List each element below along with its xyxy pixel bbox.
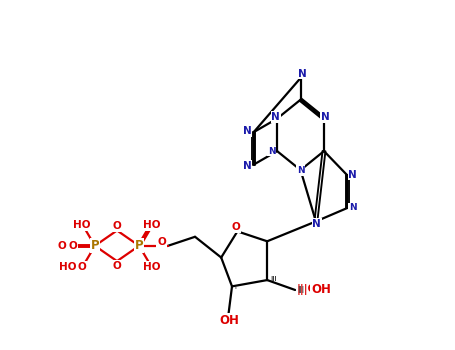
Text: O: O (157, 237, 166, 247)
Text: OH: OH (219, 314, 239, 327)
Text: O: O (69, 241, 78, 251)
Text: O: O (58, 241, 66, 251)
Text: |||OH: |||OH (297, 284, 326, 295)
Text: N: N (243, 161, 251, 170)
Text: N: N (298, 69, 307, 78)
Text: N: N (349, 169, 357, 180)
Text: N: N (349, 203, 357, 212)
Text: N: N (313, 219, 321, 229)
Text: N: N (297, 166, 304, 175)
Text: P: P (135, 239, 143, 252)
Text: O: O (113, 261, 121, 271)
Text: HO: HO (143, 261, 161, 272)
Text: P: P (91, 239, 99, 252)
Text: |||: ||| (298, 286, 304, 293)
Text: O: O (113, 221, 121, 231)
Text: ': ' (235, 286, 237, 292)
Text: N: N (271, 112, 280, 122)
Text: OH: OH (311, 282, 331, 296)
Text: HO: HO (73, 220, 91, 230)
Text: HO: HO (60, 261, 77, 272)
Text: O: O (78, 261, 86, 272)
Text: N: N (321, 112, 330, 122)
Text: N: N (268, 147, 276, 156)
Text: O: O (231, 222, 240, 232)
Text: N: N (243, 126, 251, 136)
Text: |||: ||| (270, 276, 277, 281)
Text: HO: HO (143, 220, 161, 230)
